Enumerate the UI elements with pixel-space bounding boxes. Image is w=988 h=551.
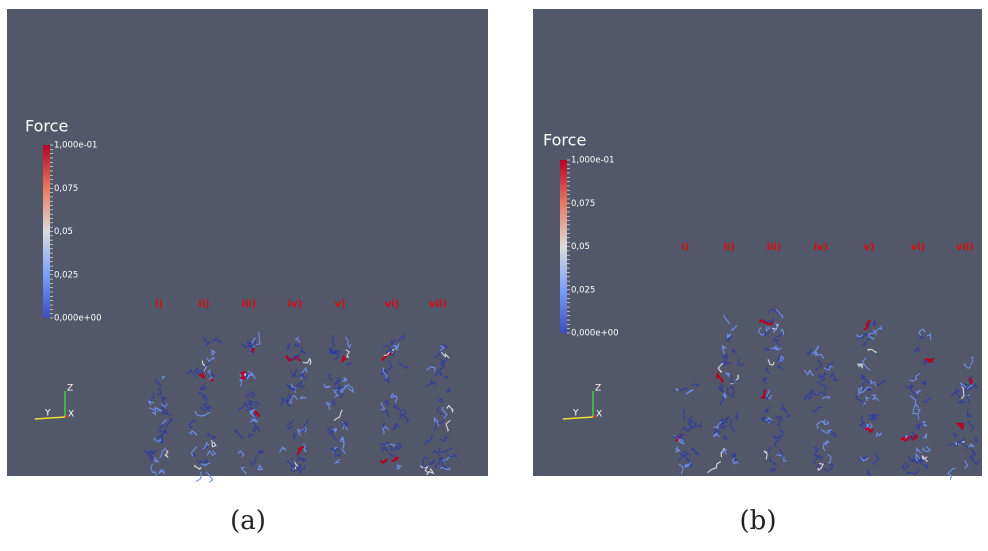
column-label: iv) bbox=[288, 299, 303, 310]
column-label: iii) bbox=[242, 299, 257, 310]
colorbar-label: 1,000e-01 bbox=[54, 141, 97, 151]
caption: (a) bbox=[230, 506, 266, 536]
axis-x-label: X bbox=[68, 410, 74, 420]
column-label: iii) bbox=[767, 242, 782, 253]
column-label: i) bbox=[681, 242, 689, 253]
panel: Force 1,000e-01 0,075 0,05 0,025 0,000e+00 i) i… bbox=[7, 9, 488, 536]
colorbar-label: 0,075 bbox=[54, 184, 78, 194]
axis-y-label: Y bbox=[44, 409, 51, 419]
colorbar-label: 0,000e+00 bbox=[54, 314, 102, 324]
column-label: vi) bbox=[911, 242, 926, 253]
column-label: vii) bbox=[429, 299, 447, 310]
column-label: ii) bbox=[198, 299, 209, 310]
column-label: i) bbox=[155, 299, 163, 310]
axis-z-label: Z bbox=[67, 384, 73, 394]
legend-title: Force bbox=[543, 131, 586, 150]
column-label: v) bbox=[863, 242, 874, 253]
legend-title: Force bbox=[25, 117, 68, 136]
caption: (b) bbox=[740, 506, 777, 536]
column-label: iv) bbox=[814, 242, 829, 253]
column-label: v) bbox=[334, 299, 345, 310]
colorbar-label: 0,025 bbox=[571, 285, 595, 295]
column-label: ii) bbox=[723, 242, 734, 253]
column-label: vi) bbox=[385, 299, 400, 310]
panel: Force 1,000e-01 0,075 0,05 0,025 0,000e+00 i) i… bbox=[533, 9, 982, 536]
figure: Force 1,000e-01 0,075 0,05 0,025 0,000e+00 i) i… bbox=[0, 0, 988, 547]
colorbar bbox=[560, 160, 567, 333]
colorbar-label: 0,05 bbox=[54, 227, 73, 237]
colorbar-label: 0,025 bbox=[54, 270, 78, 280]
render-view bbox=[7, 9, 488, 476]
colorbar-label: 0,000e+00 bbox=[571, 329, 619, 339]
axis-z-label: Z bbox=[595, 384, 601, 394]
colorbar-label: 0,05 bbox=[571, 242, 590, 252]
colorbar bbox=[43, 145, 50, 318]
colorbar-label: 0,075 bbox=[571, 199, 595, 209]
axis-y-label: Y bbox=[572, 409, 579, 419]
colorbar-label: 1,000e-01 bbox=[571, 156, 614, 166]
axis-x-label: X bbox=[596, 410, 602, 420]
column-label: vii) bbox=[956, 242, 974, 253]
